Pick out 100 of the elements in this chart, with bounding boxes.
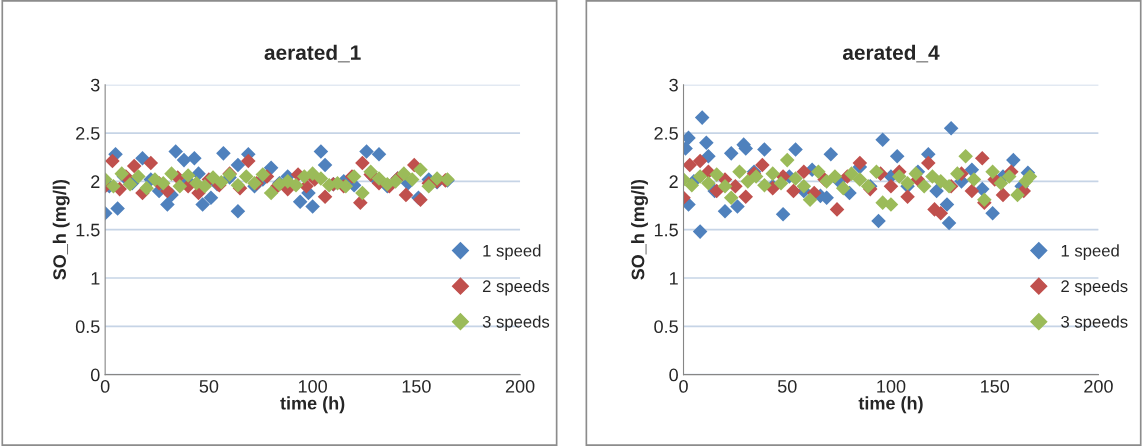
point [195,197,210,212]
point [683,157,698,173]
point [164,166,179,181]
point [313,171,329,186]
point [371,147,387,162]
point [811,164,826,179]
point [985,205,1000,221]
point [216,146,231,161]
point [371,171,387,186]
point [176,152,192,168]
y-tick-label: 3 [669,78,678,92]
legend-label: 2 speeds [1061,279,1128,296]
y-tick-label: 0 [90,368,100,382]
point [889,148,905,164]
point [197,178,213,194]
point [723,190,739,206]
point [875,132,890,148]
x-axis-title: time (h) [280,396,345,414]
point [883,178,899,194]
point [160,197,175,212]
point [755,157,770,173]
point [717,178,733,194]
point [355,185,370,201]
point [359,144,374,159]
y-tick-label: 2 [91,175,100,188]
legend-label: 1 speed [1061,244,1119,260]
point [139,180,154,196]
point [950,166,965,181]
point [773,176,789,191]
x-tick-label: 150 [981,379,1010,393]
point [317,189,333,205]
legend-label: 2 speeds [482,279,550,296]
point [180,168,196,183]
point [921,155,936,171]
point [187,150,202,166]
point [263,185,279,201]
y-tick-label: 2.5 [654,126,678,140]
point [292,194,308,209]
point [1006,152,1021,168]
point [317,157,333,173]
y-tick-label: 1 [91,272,100,285]
point [230,157,246,173]
point [796,164,812,179]
point [823,147,839,162]
point [730,199,745,214]
point [891,169,907,184]
point [995,187,1011,203]
y-axis-title: SO_h (mg/l) [52,179,70,280]
point [398,187,414,203]
point [966,172,982,187]
point [933,205,949,221]
point [732,164,747,179]
x-tick-label: 200 [505,379,535,393]
point [929,183,944,199]
point [126,158,142,174]
point [869,164,884,179]
point [974,150,990,166]
x-tick-label: 150 [402,379,431,393]
point [925,169,940,184]
point [106,178,121,194]
point [775,206,791,222]
point [110,201,125,216]
y-tick-label: 1.5 [654,223,678,237]
point [694,110,710,125]
y-tick-label: 2 [669,175,678,188]
x-tick-label: 0 [679,379,688,393]
point [305,166,320,181]
point [305,199,320,214]
chart-title: aerated_1 [264,44,361,63]
point [786,183,801,199]
point [701,176,716,191]
x-tick-label: 0 [100,379,110,393]
legend-label: 3 speeds [482,315,550,331]
point [684,177,700,193]
point [288,177,304,193]
point [871,213,886,229]
point [263,160,279,176]
point [943,120,959,136]
point [1022,169,1038,184]
point [105,153,120,169]
y-axis-title: SO_h (mg/l) [631,179,648,280]
point [796,178,812,194]
point [155,176,171,191]
y-tick-label: 3 [90,78,100,92]
point [757,177,772,193]
point [916,178,932,194]
point [692,153,708,169]
legend-label: 3 speeds [1061,315,1128,331]
point [844,166,859,181]
x-tick-label: 100 [877,379,906,393]
point [709,167,724,182]
point [1001,169,1017,184]
point [779,152,795,168]
point [355,155,370,171]
point [827,169,843,184]
point [238,169,254,184]
point [404,172,420,187]
chart-title: aerated_4 [842,44,940,63]
y-tick-label: 0.5 [654,320,678,334]
point [964,183,980,199]
